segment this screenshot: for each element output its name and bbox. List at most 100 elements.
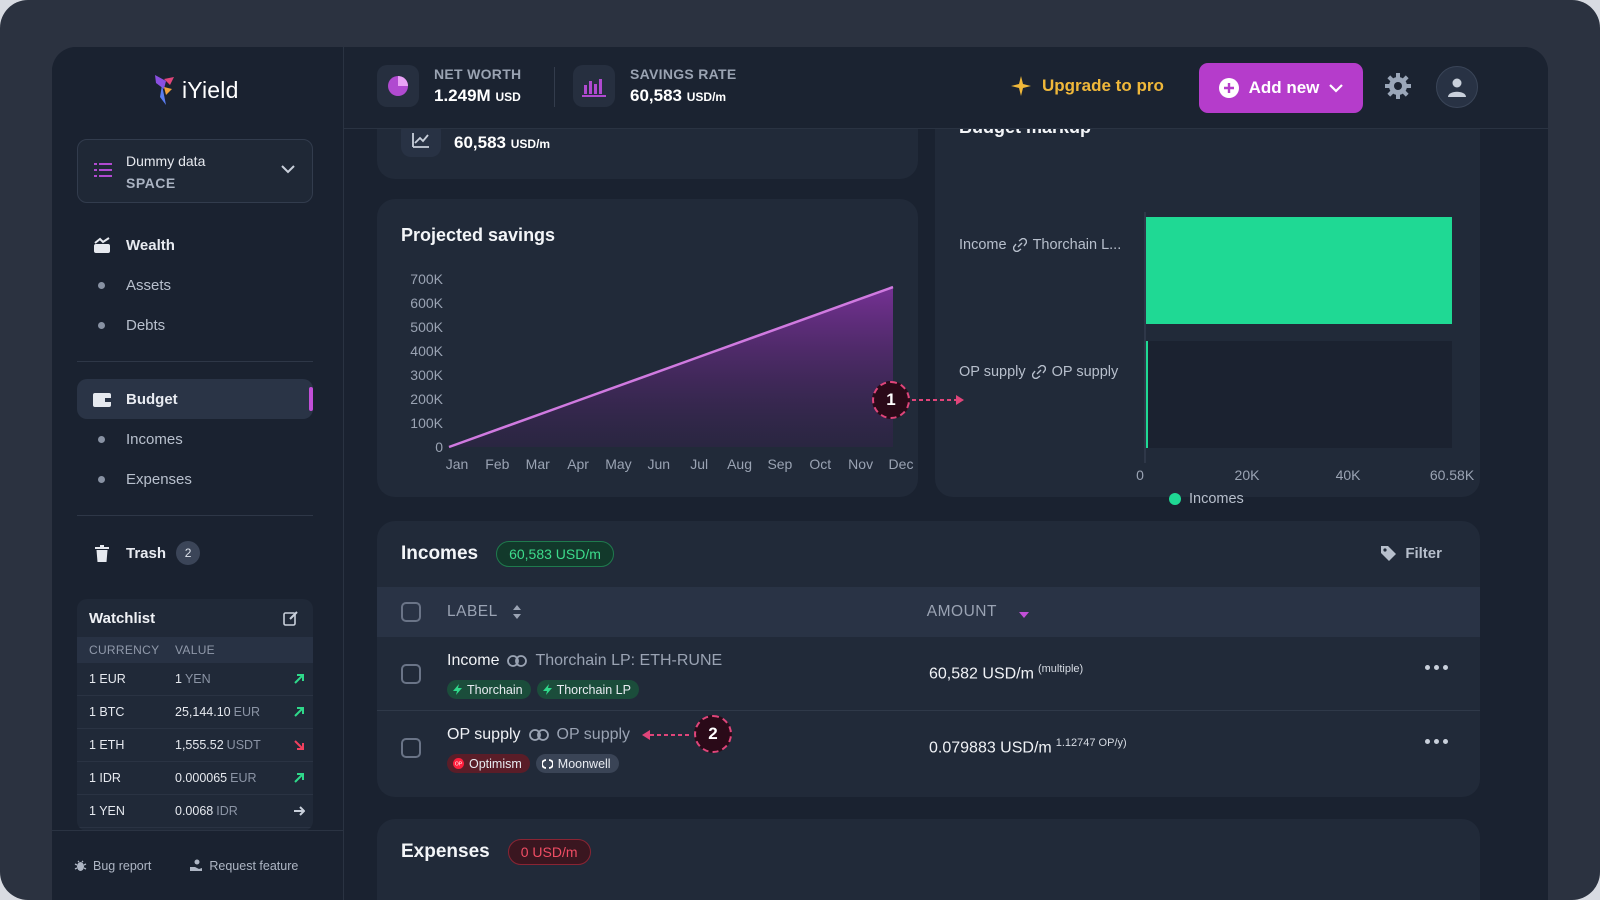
y-tick-label: 700K bbox=[410, 271, 443, 287]
budget-markup-card: Budget markup Income Thorchain L... OP s… bbox=[935, 129, 1480, 507]
watchlist-value: 1 bbox=[175, 672, 182, 686]
expenses-total-badge: 0 USD/m bbox=[507, 839, 591, 865]
x-tick-label: 40K bbox=[1336, 467, 1362, 483]
income-label: OP supply bbox=[447, 726, 521, 743]
user-icon bbox=[1448, 78, 1466, 97]
table-row[interactable]: OP supply OP supply 2 OP Optimism Moonwel… bbox=[377, 711, 1480, 785]
more-options-icon[interactable] bbox=[1425, 665, 1448, 670]
watchlist-row[interactable]: 1 IDR 0.000065 EUR bbox=[77, 762, 313, 795]
arrow-up-right-icon bbox=[294, 674, 304, 684]
net-worth-label: NET WORTH bbox=[434, 66, 522, 82]
chevron-down-icon bbox=[1329, 83, 1344, 93]
watchlist-row[interactable]: 1 ETH 1,555.52 USDT bbox=[77, 729, 313, 762]
y-tick-label: 100K bbox=[410, 415, 443, 431]
projected-savings-line bbox=[448, 285, 894, 449]
nav-wealth[interactable]: Wealth bbox=[77, 225, 313, 265]
request-feature-link[interactable]: Request feature bbox=[189, 859, 298, 873]
logo[interactable]: iYield bbox=[152, 71, 239, 109]
y-tick-label: 600K bbox=[410, 295, 443, 311]
watchlist-row[interactable]: 1 YEN 0.0068 IDR bbox=[77, 795, 313, 828]
filter-button[interactable]: Filter bbox=[1380, 545, 1442, 562]
budget-markup-title: Budget markup bbox=[959, 129, 1091, 138]
incomes-table-header: LABEL AMOUNT bbox=[377, 587, 1480, 637]
thorchain-icon bbox=[453, 684, 462, 695]
tag-optimism[interactable]: OP Optimism bbox=[447, 754, 530, 773]
y-tick-label: 300K bbox=[410, 367, 443, 383]
incomes-title: Incomes bbox=[401, 543, 479, 564]
income-linked-asset[interactable]: Thorchain LP: ETH-RUNE bbox=[535, 652, 723, 669]
nav-assets[interactable]: Assets bbox=[77, 265, 313, 305]
table-row[interactable]: Income Thorchain LP: ETH-RUNE Thorchain … bbox=[377, 637, 1480, 711]
col-label[interactable]: LABEL bbox=[447, 603, 498, 620]
savings-rate-stat[interactable]: SAVINGS RATE 60,583 USD/m bbox=[573, 65, 737, 107]
watchlist-col-currency: CURRENCY bbox=[89, 643, 160, 657]
divider bbox=[554, 67, 555, 107]
x-tick-label: Feb bbox=[485, 456, 509, 472]
incomes-card: Incomes 60,583 USD/m Filter LABEL AMOUNT… bbox=[377, 521, 1480, 797]
watchlist-row[interactable]: 1 EUR 1 YEN bbox=[77, 663, 313, 696]
tag-thorchain[interactable]: Thorchain bbox=[447, 680, 531, 699]
bug-icon bbox=[74, 860, 87, 871]
net-worth-value: 1.249M bbox=[434, 86, 491, 105]
tag-label: Thorchain bbox=[467, 682, 523, 697]
nav-debts[interactable]: Debts bbox=[77, 305, 313, 345]
nav-incomes-label: Incomes bbox=[126, 430, 183, 448]
wallet-graph-icon bbox=[93, 236, 110, 253]
savings-rate-value: 60,583 bbox=[630, 86, 682, 105]
bar-chart-icon bbox=[582, 79, 606, 97]
watchlist-currency: 1 YEN bbox=[89, 804, 125, 818]
savings-rate-unit: USD/m bbox=[686, 90, 727, 104]
tag-label: Moonwell bbox=[557, 756, 611, 771]
add-new-button[interactable]: Add new bbox=[1199, 63, 1363, 113]
nav-budget[interactable]: Budget bbox=[77, 379, 313, 419]
link-icon bbox=[507, 655, 528, 667]
callout-marker-1: 1 bbox=[872, 381, 910, 419]
watchlist-value: 25,144.10 bbox=[175, 705, 231, 719]
select-all-checkbox[interactable] bbox=[401, 602, 421, 622]
watchlist-panel: Watchlist CURRENCY VALUE 1 EUR 1 YEN 1 BT… bbox=[77, 599, 313, 831]
callout-arrow-2 bbox=[642, 730, 693, 740]
app-name: iYield bbox=[182, 76, 239, 103]
watchlist-unit: IDR bbox=[216, 804, 238, 818]
projected-savings-title: Projected savings bbox=[401, 225, 556, 245]
row-checkbox[interactable] bbox=[401, 738, 421, 758]
x-tick-label: 20K bbox=[1235, 467, 1261, 483]
user-avatar[interactable] bbox=[1436, 66, 1478, 108]
nav-trash[interactable]: Trash 2 bbox=[77, 533, 313, 573]
x-tick-label: Jul bbox=[690, 456, 708, 472]
space-selector[interactable]: Dummy data SPACE bbox=[77, 139, 313, 203]
col-amount[interactable]: AMOUNT bbox=[926, 603, 997, 620]
bar[interactable] bbox=[1146, 341, 1148, 448]
sort-desc-icon[interactable] bbox=[1018, 612, 1029, 618]
watchlist-value: 0.0068 bbox=[175, 804, 214, 818]
svg-text:OP: OP bbox=[455, 762, 463, 768]
tag-thorchain-lp[interactable]: Thorchain LP bbox=[536, 680, 639, 699]
app-window: iYield Dummy data SPACE Wealth Assets De… bbox=[52, 47, 1548, 900]
wallet-icon bbox=[92, 392, 111, 407]
budget-row-income-source: Thorchain L... bbox=[1032, 237, 1122, 253]
watchlist-row[interactable]: 1 BTC 25,144.10 EUR bbox=[77, 696, 313, 729]
upgrade-link[interactable]: Upgrade to pro bbox=[1010, 75, 1164, 97]
tag-moonwell[interactable]: Moonwell bbox=[535, 754, 619, 773]
net-worth-stat[interactable]: NET WORTH 1.249M USD bbox=[377, 65, 521, 107]
income-linked-asset[interactable]: OP supply bbox=[556, 726, 631, 743]
x-tick-label: Nov bbox=[848, 456, 873, 472]
space-type: SPACE bbox=[126, 175, 176, 191]
tag-label: Optimism bbox=[469, 756, 522, 771]
watchlist-unit: YEN bbox=[184, 672, 211, 686]
nav-wealth-label: Wealth bbox=[126, 236, 175, 254]
filter-label: Filter bbox=[1405, 545, 1442, 562]
edit-icon[interactable] bbox=[283, 610, 299, 626]
settings-gear-icon[interactable] bbox=[1384, 72, 1412, 100]
trash-count-badge: 2 bbox=[176, 541, 201, 565]
nav-debts-label: Debts bbox=[126, 316, 166, 334]
more-options-icon[interactable] bbox=[1425, 739, 1448, 744]
row-checkbox[interactable] bbox=[401, 664, 421, 684]
nav-expenses[interactable]: Expenses bbox=[77, 459, 313, 499]
nav-incomes[interactable]: Incomes bbox=[77, 419, 313, 459]
watchlist-currency: 1 ETH bbox=[89, 738, 125, 752]
bug-report-link[interactable]: Bug report bbox=[74, 859, 151, 873]
x-tick-label: Jun bbox=[648, 456, 671, 472]
bar[interactable] bbox=[1146, 217, 1452, 324]
sort-icon[interactable] bbox=[512, 605, 522, 619]
